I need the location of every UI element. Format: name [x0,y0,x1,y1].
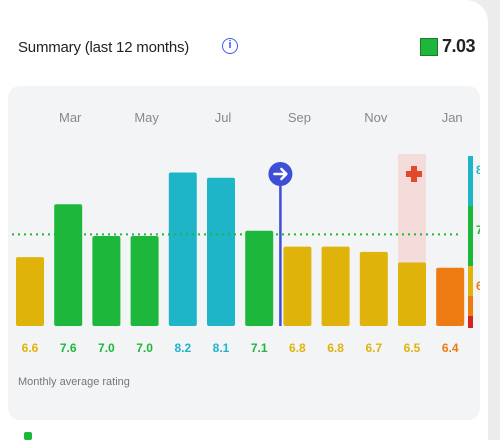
scale-tick-6: 6 [476,279,480,293]
value-label-nov: 6.7 [365,341,382,355]
value-label-apr: 7.0 [98,341,115,355]
scale-tick-8: 8 [476,163,480,177]
bar-jan [436,267,465,326]
month-label-mar: Mar [59,110,82,125]
average-score: 7.03 [442,36,476,56]
summary-card: Summary (last 12 months) i 7.03 Mar May Ju… [0,0,488,440]
bar-oct [321,246,350,326]
bar-jun [168,172,197,326]
month-label-may: May [134,110,159,125]
scale-band-average [468,266,473,296]
bar-aug [245,230,274,326]
value-label-aug: 7.1 [251,341,268,355]
bar-apr [92,236,121,326]
medical-cross-icon-bar [406,171,422,177]
value-label-may: 7.0 [136,341,153,355]
bar-may [130,236,159,326]
value-label-oct: 6.8 [327,341,344,355]
value-label-jun: 8.2 [174,341,191,355]
bar-nov [359,251,388,326]
chart-caption: Monthly average rating [18,376,130,388]
summary-title: Summary (last 12 months) [18,39,190,56]
bar-jul [207,177,235,326]
value-label-dec: 6.5 [404,341,421,355]
value-label-jul: 8.1 [213,341,230,355]
bar-mar [54,204,83,326]
info-icon[interactable]: i [222,38,238,54]
arrow-right-glyph [273,167,288,181]
monthly-rating-chart: Mar May Jul Sep Nov Jan 6.6 7.6 7.0 7.0 8.2 8.1 7.1 6… [12,110,480,355]
month-label-jul: Jul [215,110,232,125]
scale-band-good [468,206,473,266]
next-section-icon [24,432,32,440]
scale-band-poor [468,316,473,328]
score-color-badge [420,38,438,56]
month-label-nov: Nov [364,110,388,125]
scale-band-high [468,156,473,206]
value-label-jan: 6.4 [442,341,459,355]
month-label-jan: Jan [442,110,463,125]
rating-chart-panel: Mar May Jul Sep Nov Jan 6.6 7.6 7.0 7.0 8.2 8.1 7.1 6… [8,86,480,420]
scale-band-low [468,296,473,316]
bar-dec [398,262,426,326]
bar-feb [16,257,44,326]
value-label-mar: 7.6 [60,341,77,355]
bar-sep [283,246,312,326]
month-label-sep: Sep [288,110,311,125]
summary-header: Summary (last 12 months) i 7.03 [18,36,486,62]
value-label-feb: 6.6 [22,341,39,355]
scale-tick-7: 7 [476,223,480,237]
value-label-sep: 6.8 [289,341,306,355]
